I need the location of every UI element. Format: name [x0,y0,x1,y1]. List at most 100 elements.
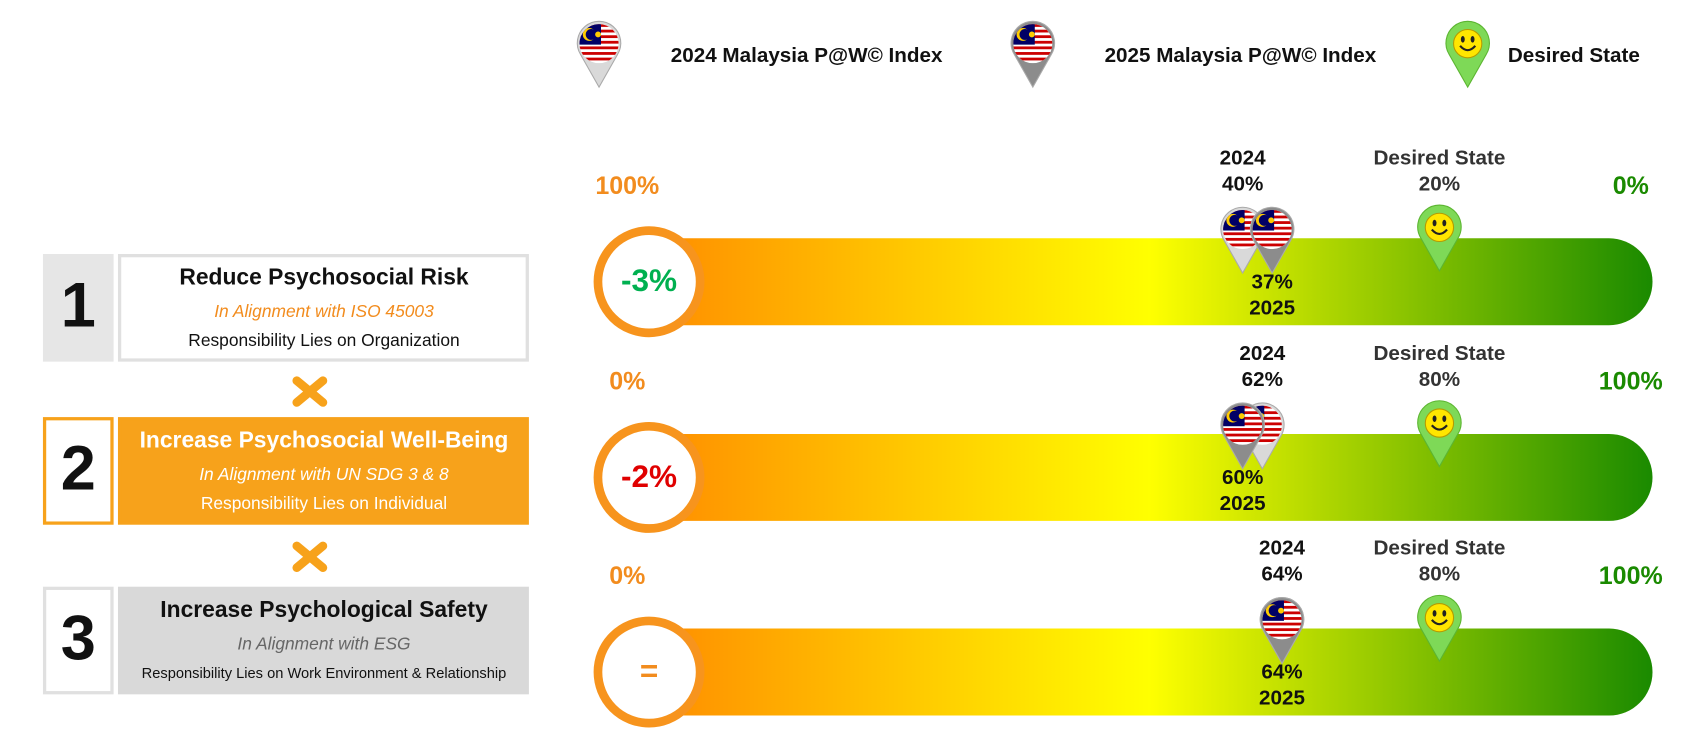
goal-number-box [42,254,114,362]
right-end-label: 100% [1599,367,1663,395]
cross-icon [292,376,328,407]
flag-stripe [1262,633,1302,637]
goal-number: 1 [61,271,96,341]
goal-number: 2 [61,434,96,504]
left-end-label: 100% [595,172,659,200]
goal-alignment: In Alignment with UN SDG 3 & 8 [199,464,449,484]
flag [1262,600,1302,640]
flag-stripe [1262,628,1302,632]
flag-star [1268,217,1275,224]
flag-star [595,31,601,38]
index-2024-value: 64% [1261,563,1302,586]
flag-stripe [1223,243,1263,247]
smiley-eye [1442,415,1447,422]
goal-responsibility: Responsibility Lies on Work Environment … [142,666,507,682]
flag-stripe [579,57,619,61]
index-2024-label: 2024 [1220,146,1266,169]
smiley-eye [1470,36,1475,43]
index-2024-label: 2024 [1259,537,1305,560]
desired-label: Desired State [1373,146,1505,169]
desired-value: 20% [1419,172,1460,195]
smiley-face [1453,28,1483,59]
flag-star [1028,31,1035,38]
smiley-face [1424,603,1455,633]
goal-title: Reduce Psychosocial Risk [179,264,469,290]
pin [1417,204,1462,272]
cross-icon [292,541,328,573]
index-2025-label: 2025 [1259,687,1305,710]
flag-stripe [1223,439,1263,443]
index-2024-label: 2024 [1239,342,1285,365]
goal-alignment: In Alignment with ESG [237,633,410,653]
flag-stripe [1262,622,1302,626]
goal-box [117,254,529,362]
flag-stripe [1223,232,1263,236]
gradient-bar [646,628,1653,716]
pin [1417,400,1462,468]
gradient-bar [646,433,1653,521]
pin [1220,402,1265,470]
flag-stripe [1252,243,1292,247]
change-value: -3% [621,262,677,298]
flag-crescent-cut [1229,214,1241,226]
change-value: = [640,652,658,688]
change-value: -2% [621,458,677,494]
flag-stripe [1223,428,1263,431]
smiley-mouth [1459,45,1477,52]
pin [1259,596,1305,665]
flag-star [1278,607,1284,614]
flag-crescent-cut [1268,605,1280,617]
flag [1013,24,1053,64]
left-end-label: 0% [609,367,645,395]
index-2025-value: 60% [1222,466,1263,489]
right-end-label: 100% [1599,562,1663,590]
smiley-mouth [1430,619,1448,626]
gradient-bar [646,238,1653,326]
flag-stripe [1013,46,1053,50]
right-end-label: 0% [1613,172,1649,200]
goal-responsibility: Responsibility Lies on Individual [201,493,447,513]
flag-star [1238,413,1245,419]
change-circle [593,421,705,533]
goal-number-box [42,417,114,525]
flag-crescent-cut [1258,214,1270,226]
goal-title: Increase Psychosocial Well-Being [140,427,509,453]
legend-label: 2025 Malaysia P@W© Index [1105,44,1377,67]
smiley-eye [1442,610,1447,617]
goal-title: Increase Psychological Safety [160,596,488,622]
flag-stripe [1223,237,1263,241]
flag-stripe [1252,232,1292,236]
flag-stripe [1242,439,1282,443]
flag [1252,209,1292,250]
goal-number: 3 [61,603,96,673]
index-2025-value: 37% [1252,270,1293,293]
smiley-mouth [1430,424,1448,431]
flag [1223,405,1263,445]
goal-box [117,417,529,525]
legend-label: 2024 Malaysia P@W© Index [671,44,943,67]
pin [1010,20,1056,89]
index-2024-value: 40% [1222,172,1263,195]
smiley-mouth [1430,228,1448,235]
index-2025-value: 64% [1261,661,1302,684]
pin [1249,206,1295,275]
smiley-eye [1460,36,1465,43]
goal-alignment: In Alignment with ISO 45003 [214,301,434,321]
flag-stripe [1223,433,1263,437]
smiley-face [1424,408,1455,438]
legend-label: Desired State [1508,44,1640,67]
flag-crescent-cut [1229,410,1241,422]
index-2024-value: 62% [1242,368,1283,391]
goal-number-box [42,586,114,695]
flag-star [1238,217,1245,224]
flag-crescent-cut [1019,28,1031,40]
cross-stroke [292,541,328,573]
flag-stripe [1013,52,1053,55]
desired-value: 80% [1419,368,1460,391]
change-circle [593,616,705,728]
cross-stroke [292,376,328,407]
flag-stripe [1252,237,1292,241]
smiley-eye [1432,610,1437,617]
smiley-eye [1432,219,1437,227]
